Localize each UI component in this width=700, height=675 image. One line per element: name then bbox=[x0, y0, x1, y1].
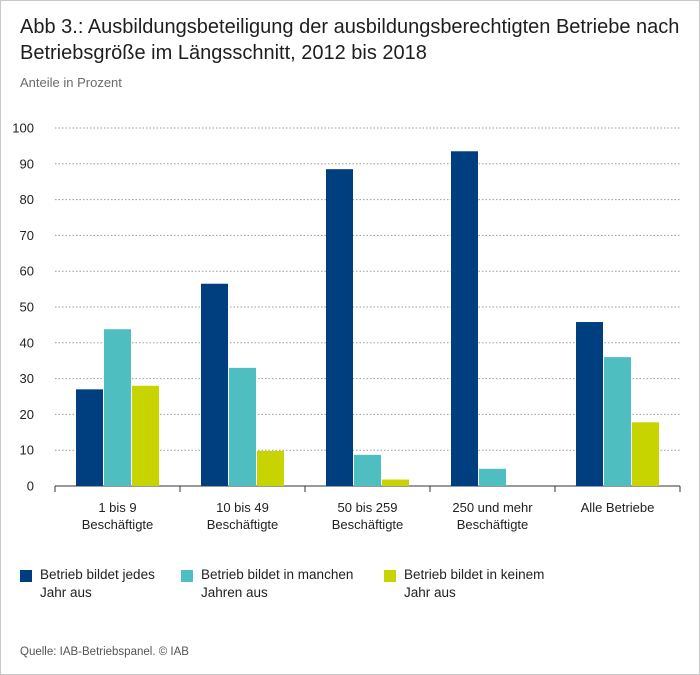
bar-1-1 bbox=[229, 367, 256, 486]
legend-label-keinem-jahr: Betrieb bildet in keinem Jahr aus bbox=[404, 567, 545, 600]
legend-item-manchen-jahren: Betrieb bildet in manchen Jahren aus bbox=[181, 566, 371, 602]
y-tick-label-100: 100 bbox=[12, 121, 34, 136]
y-tick-label-80: 80 bbox=[20, 192, 34, 207]
legend-item-keinem-jahr: Betrieb bildet in keinem Jahr aus bbox=[384, 566, 574, 602]
x-category-label-3-line-0: 250 und mehr bbox=[452, 500, 533, 515]
bar-0-1 bbox=[104, 329, 131, 486]
bar-1-2 bbox=[257, 450, 284, 486]
bar-3-0 bbox=[451, 151, 478, 486]
y-tick-label-10: 10 bbox=[20, 443, 34, 458]
y-tick-label-60: 60 bbox=[20, 264, 34, 279]
x-category-label-0-line-1: Beschäftigte bbox=[82, 517, 154, 532]
y-tick-label-20: 20 bbox=[20, 407, 34, 422]
bar-chart: 0 10 20 30 40 50 60 70 80 90 100 1 bis 9 Beschäftigt… bbox=[12, 121, 681, 532]
bar-1-0 bbox=[201, 283, 228, 486]
legend-label-jedes-jahr: Betrieb bildet jedes Jahr aus bbox=[40, 567, 155, 600]
bar-2-2 bbox=[382, 479, 409, 486]
bar-4-2 bbox=[632, 422, 659, 486]
y-tick-label-30: 30 bbox=[20, 371, 34, 386]
x-category-label-0-line-0: 1 bis 9 bbox=[98, 500, 136, 515]
y-tick-label-40: 40 bbox=[20, 335, 34, 350]
bar-0-0 bbox=[76, 389, 103, 486]
x-category-label-3-line-1: Beschäftigte bbox=[457, 517, 529, 532]
y-tick-label-90: 90 bbox=[20, 156, 34, 171]
x-category-label-2-line-0: 50 bis 259 bbox=[338, 500, 398, 515]
legend-swatch-manchen-jahren bbox=[181, 570, 193, 582]
y-tick-label-70: 70 bbox=[20, 228, 34, 243]
chart-title: Abb 3.: Ausbildungsbeteiligung der ausbi… bbox=[20, 16, 680, 64]
x-category-label-4-line-0: Alle Betriebe bbox=[581, 500, 655, 515]
y-tick-label-50: 50 bbox=[20, 300, 34, 315]
y-tick-label-0: 0 bbox=[27, 479, 34, 494]
source-note: Quelle: IAB-Betriebspanel. © IAB bbox=[20, 646, 189, 658]
y-axis-unit-label: Anteile in Prozent bbox=[20, 75, 122, 90]
legend-label-manchen-jahren: Betrieb bildet in manchen Jahren aus bbox=[201, 567, 354, 600]
bar-0-2 bbox=[132, 385, 159, 486]
legend-item-jedes-jahr: Betrieb bildet jedes Jahr aus bbox=[20, 566, 190, 602]
bar-4-0 bbox=[576, 322, 603, 486]
bar-3-1 bbox=[479, 468, 506, 486]
x-category-label-1-line-1: Beschäftigte bbox=[207, 517, 279, 532]
bar-4-1 bbox=[604, 357, 631, 486]
x-category-label-2-line-1: Beschäftigte bbox=[332, 517, 404, 532]
legend-swatch-jedes-jahr bbox=[20, 570, 32, 582]
x-category-label-1-line-0: 10 bis 49 bbox=[216, 500, 269, 515]
bar-2-0 bbox=[326, 169, 353, 487]
bar-2-1 bbox=[354, 454, 381, 486]
legend-swatch-keinem-jahr bbox=[384, 570, 396, 582]
